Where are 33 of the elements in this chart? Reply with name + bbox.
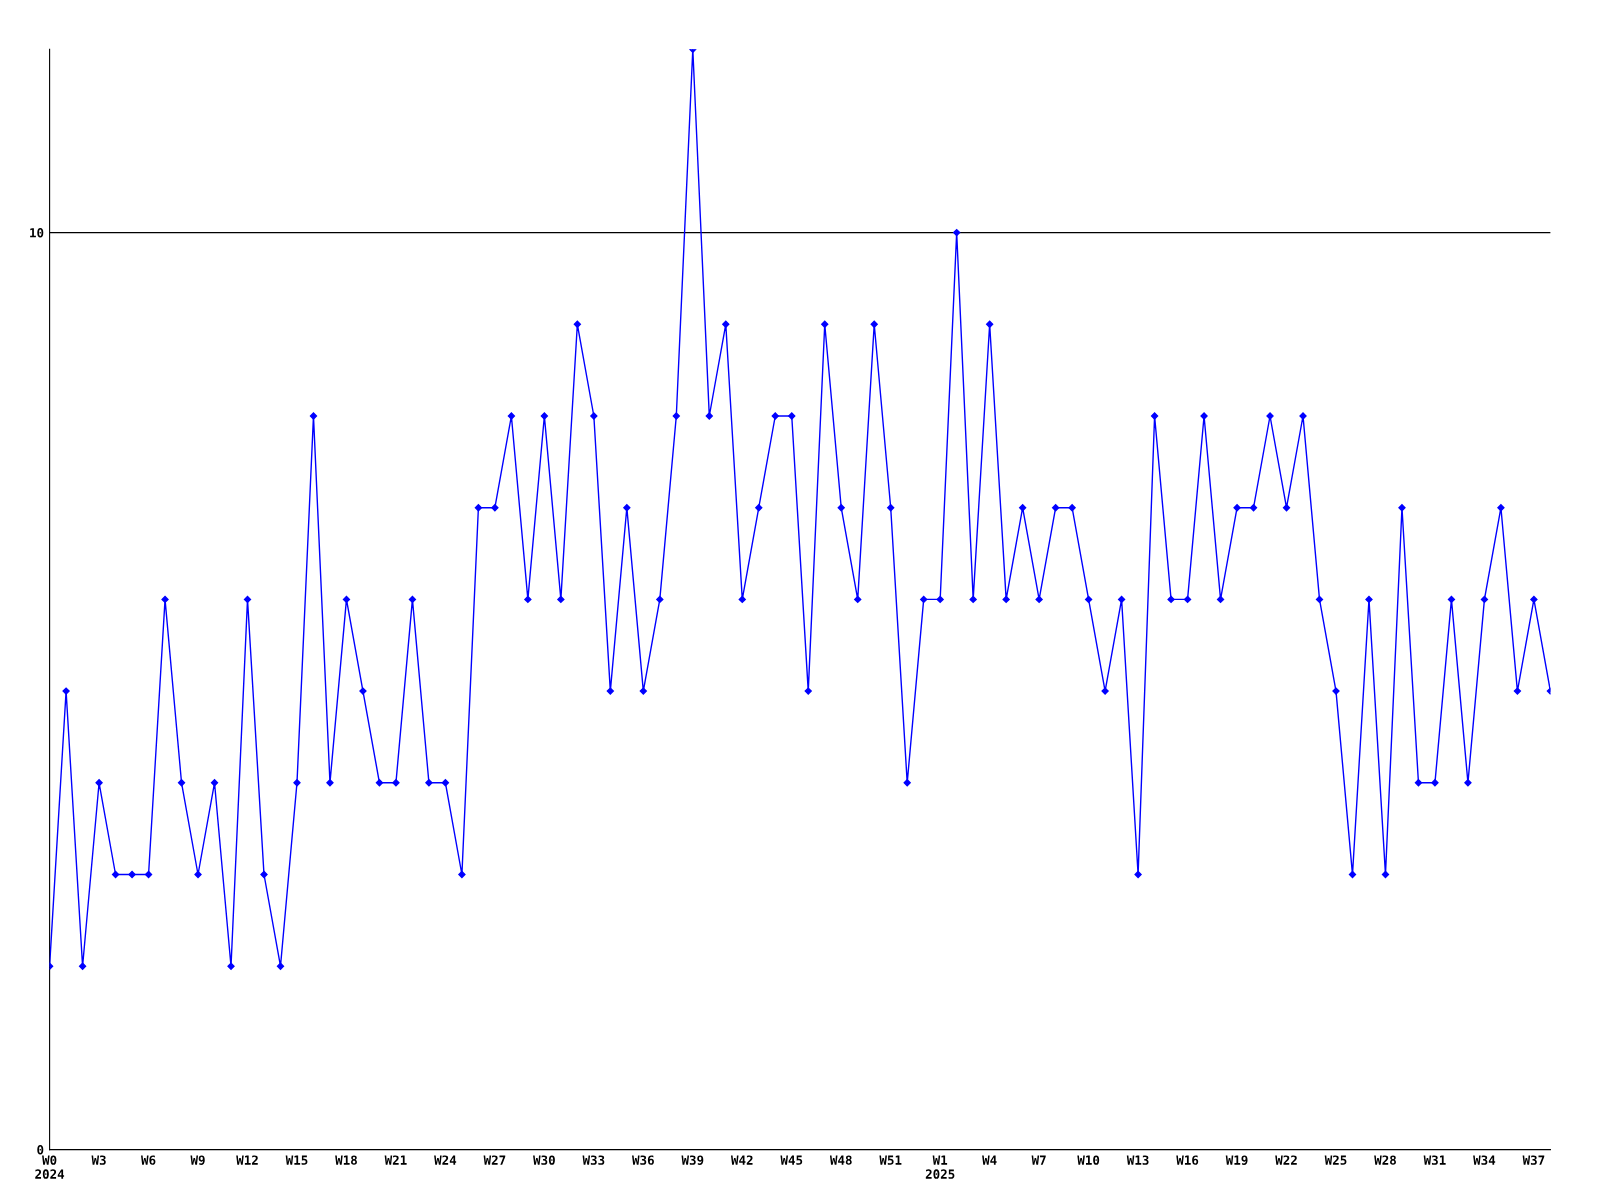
x-tick-label: W24 — [434, 1155, 457, 1165]
x-tick-label: W28 — [1374, 1155, 1396, 1165]
x-tick-label: W45 — [780, 1155, 803, 1165]
x-tick-label: W19 — [1225, 1155, 1248, 1165]
x-tick-label: W0 2024 — [35, 1155, 65, 1179]
x-tick-label: W7 — [1031, 1155, 1046, 1165]
x-tick-label: W25 — [1324, 1155, 1347, 1165]
x-tick-label: W27 — [483, 1155, 506, 1165]
x-tick-label: W31 — [1423, 1155, 1446, 1165]
y-tick-label: 0 — [37, 1145, 44, 1155]
x-tick-label: W16 — [1176, 1155, 1199, 1165]
x-tick-label: W4 — [982, 1155, 997, 1165]
x-tick-label: W15 — [285, 1155, 308, 1165]
x-tick-label: W48 — [829, 1155, 852, 1165]
y-tick-label: 10 — [30, 228, 44, 238]
x-tick-label: W22 — [1275, 1155, 1297, 1165]
x-tick-label: W18 — [335, 1155, 357, 1165]
x-tick-label: W12 — [236, 1155, 258, 1165]
x-tick-label: W42 — [730, 1155, 753, 1165]
x-tick-label: W6 — [141, 1155, 156, 1165]
x-tick-label: W1 2025 — [925, 1155, 955, 1179]
x-tick-label: W37 — [1522, 1155, 1545, 1165]
x-tick-label: W51 — [879, 1155, 902, 1165]
x-tick-label: W39 — [681, 1155, 704, 1165]
x-tick-label: W33 — [582, 1155, 605, 1165]
x-tick-label: W3 — [91, 1155, 106, 1165]
x-tick-label: W21 — [384, 1155, 407, 1165]
x-tick-label: W30 — [533, 1155, 555, 1165]
x-tick-label: W9 — [190, 1155, 205, 1165]
x-tick-label: W34 — [1473, 1155, 1496, 1165]
x-tick-label: W10 — [1077, 1155, 1100, 1165]
x-tick-label: W36 — [632, 1155, 654, 1165]
x-tick-label: W13 — [1126, 1155, 1149, 1165]
